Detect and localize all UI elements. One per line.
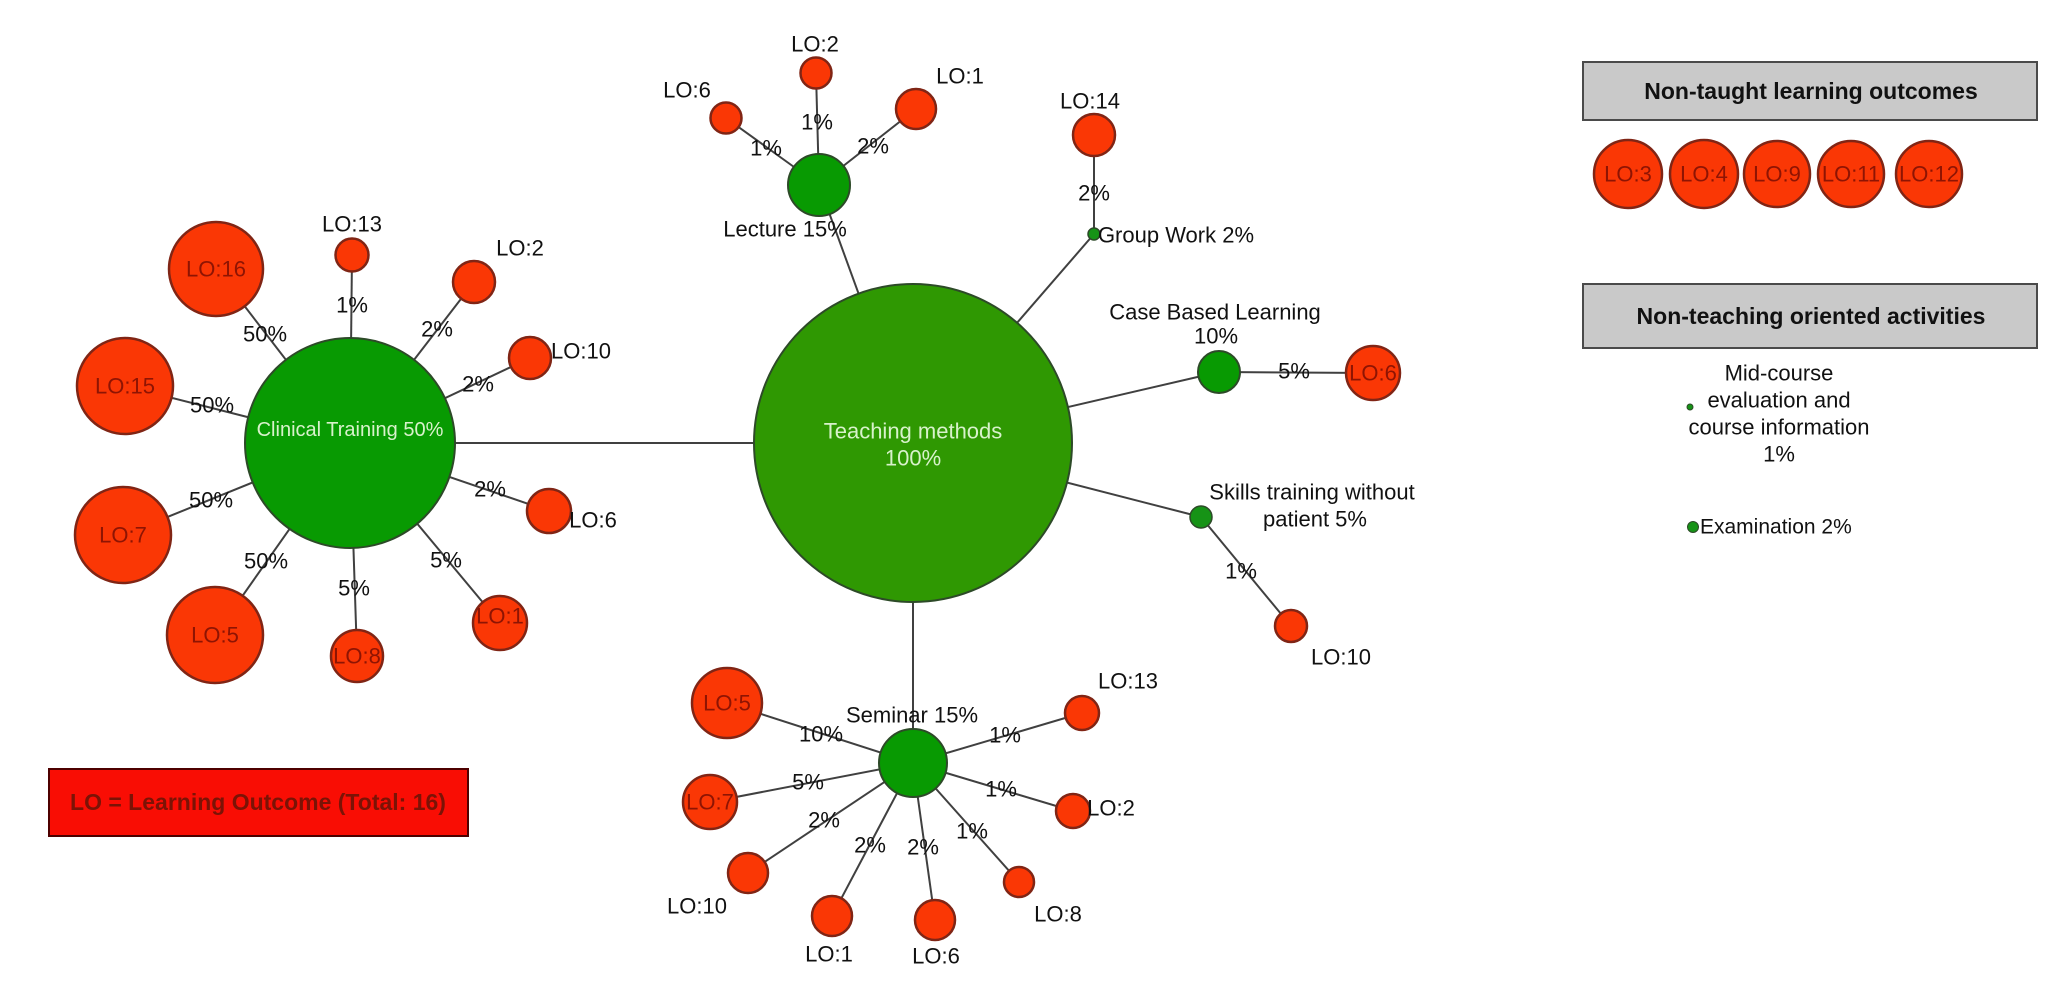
svg-text:50%: 50%: [189, 488, 233, 513]
svg-text:2%: 2%: [808, 808, 840, 833]
svg-text:LO:5: LO:5: [191, 623, 239, 648]
svg-text:LO:6: LO:6: [1349, 361, 1397, 386]
svg-text:evaluation and: evaluation and: [1707, 388, 1850, 413]
svg-text:LO = Learning Outcome (Total:: LO = Learning Outcome (Total: 16): [70, 789, 446, 815]
svg-text:LO:13: LO:13: [1098, 669, 1158, 694]
svg-text:LO:2: LO:2: [1087, 796, 1135, 821]
svg-text:5%: 5%: [338, 576, 370, 601]
svg-text:LO:4: LO:4: [1680, 162, 1728, 187]
svg-text:LO:2: LO:2: [496, 236, 544, 261]
svg-text:10%: 10%: [1194, 324, 1238, 349]
svg-text:5%: 5%: [1278, 359, 1310, 384]
svg-text:LO:14: LO:14: [1060, 89, 1120, 114]
svg-text:LO:1: LO:1: [805, 942, 853, 967]
svg-text:Seminar 15%: Seminar 15%: [846, 703, 978, 728]
svg-text:LO:2: LO:2: [791, 32, 839, 57]
svg-text:Case Based Learning: Case Based Learning: [1109, 300, 1321, 325]
svg-text:Lecture 15%: Lecture 15%: [723, 217, 847, 242]
svg-text:Clinical Training 50%: Clinical Training 50%: [257, 419, 444, 441]
svg-text:LO:7: LO:7: [686, 790, 734, 815]
svg-text:2%: 2%: [907, 835, 939, 860]
svg-text:LO:1: LO:1: [476, 604, 524, 629]
svg-text:LO:5: LO:5: [703, 691, 751, 716]
svg-text:LO:10: LO:10: [667, 894, 727, 919]
svg-text:5%: 5%: [792, 770, 824, 795]
svg-text:LO:8: LO:8: [1034, 902, 1082, 927]
svg-text:2%: 2%: [854, 833, 886, 858]
svg-text:Skills training without: Skills training without: [1209, 480, 1414, 505]
svg-text:50%: 50%: [244, 549, 288, 574]
svg-text:10%: 10%: [799, 722, 843, 747]
svg-text:1%: 1%: [1763, 442, 1795, 467]
svg-text:Group Work 2%: Group Work 2%: [1098, 223, 1254, 248]
svg-text:LO:8: LO:8: [333, 644, 381, 669]
svg-text:100%: 100%: [885, 446, 941, 471]
svg-text:2%: 2%: [857, 134, 889, 159]
svg-text:50%: 50%: [190, 393, 234, 418]
svg-text:LO:13: LO:13: [322, 212, 382, 237]
svg-text:LO:10: LO:10: [551, 339, 611, 364]
svg-text:2%: 2%: [474, 477, 506, 502]
svg-text:Teaching methods: Teaching methods: [824, 419, 1003, 444]
svg-text:Mid-course: Mid-course: [1725, 361, 1834, 386]
svg-text:Non-taught learning outcomes: Non-taught learning outcomes: [1644, 78, 1978, 104]
svg-text:LO:9: LO:9: [1753, 162, 1801, 187]
svg-text:patient 5%: patient 5%: [1263, 507, 1367, 532]
svg-text:Non-teaching oriented activiti: Non-teaching oriented activities: [1637, 303, 1986, 329]
svg-text:Examination 2%: Examination 2%: [1700, 516, 1852, 539]
svg-text:1%: 1%: [989, 723, 1021, 748]
svg-text:LO:12: LO:12: [1899, 162, 1959, 187]
svg-text:LO:16: LO:16: [186, 257, 246, 282]
svg-text:LO:1: LO:1: [936, 64, 984, 89]
svg-text:2%: 2%: [1078, 181, 1110, 206]
svg-text:LO:6: LO:6: [569, 508, 617, 533]
svg-text:5%: 5%: [430, 548, 462, 573]
svg-text:course information: course information: [1689, 415, 1870, 440]
svg-text:1%: 1%: [336, 293, 368, 318]
svg-text:2%: 2%: [421, 317, 453, 342]
svg-text:50%: 50%: [243, 322, 287, 347]
svg-text:LO:6: LO:6: [912, 944, 960, 969]
svg-text:1%: 1%: [956, 819, 988, 844]
svg-text:LO:15: LO:15: [95, 374, 155, 399]
svg-text:2%: 2%: [462, 372, 494, 397]
svg-text:1%: 1%: [985, 777, 1017, 802]
svg-text:LO:10: LO:10: [1311, 645, 1371, 670]
svg-text:1%: 1%: [801, 110, 833, 135]
svg-text:LO:11: LO:11: [1822, 162, 1880, 187]
svg-text:LO:3: LO:3: [1604, 162, 1652, 187]
svg-text:LO:6: LO:6: [663, 78, 711, 103]
svg-text:1%: 1%: [1225, 559, 1257, 584]
svg-text:LO:7: LO:7: [99, 523, 147, 548]
svg-text:1%: 1%: [750, 136, 782, 161]
